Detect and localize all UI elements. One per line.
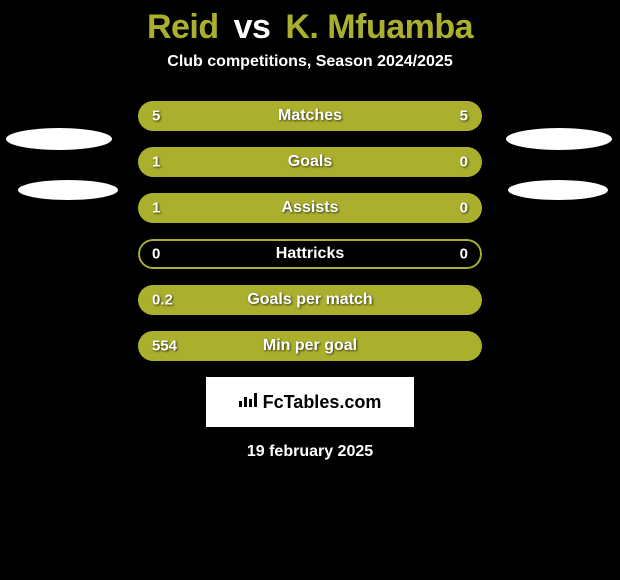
- bar-fill-left: [138, 193, 403, 223]
- stat-bar-min-per-goal: 554 Min per goal: [138, 331, 482, 361]
- bar-value-left: 1: [152, 200, 160, 217]
- bar-value-right: 0: [460, 246, 468, 263]
- bar-label: Goals per match: [247, 291, 372, 309]
- player1-avatar-placeholder-top: [6, 128, 112, 150]
- watermark-text: FcTables.com: [263, 392, 382, 413]
- bar-value-right: 0: [460, 200, 468, 217]
- bar-value-right: 0: [460, 154, 468, 171]
- player2-name: K. Mfuamba: [285, 8, 473, 46]
- stat-bar-goals-per-match: 0.2 Goals per match: [138, 285, 482, 315]
- vs-text: vs: [234, 8, 271, 46]
- player1-name: Reid: [147, 8, 219, 46]
- player2-avatar-placeholder-top: [506, 128, 612, 150]
- stats-bars-container: 5 5 Matches 1 0 Goals 1 0 Assists 0 0 Hattricks 0.2 G…: [138, 101, 482, 361]
- chart-icon: [239, 393, 257, 412]
- bar-value-left: 0: [152, 246, 160, 263]
- bar-value-left: 1: [152, 154, 160, 171]
- player2-avatar-placeholder-bottom: [508, 180, 608, 200]
- bar-value-left: 0.2: [152, 292, 173, 309]
- fctables-watermark: FcTables.com: [206, 377, 414, 427]
- bar-label: Min per goal: [263, 337, 357, 355]
- bar-fill-right: [403, 147, 482, 177]
- player1-avatar-placeholder-bottom: [18, 180, 118, 200]
- stat-bar-assists: 1 0 Assists: [138, 193, 482, 223]
- bar-value-left: 554: [152, 338, 177, 355]
- date-text: 19 february 2025: [0, 443, 620, 461]
- season-subtitle: Club competitions, Season 2024/2025: [0, 53, 620, 71]
- stat-bar-matches: 5 5 Matches: [138, 101, 482, 131]
- comparison-title: Reid vs K. Mfuamba: [0, 0, 620, 53]
- bar-fill-right: [403, 193, 482, 223]
- bar-label: Assists: [282, 199, 339, 217]
- stat-bar-goals: 1 0 Goals: [138, 147, 482, 177]
- bar-label: Matches: [278, 107, 342, 125]
- bar-value-left: 5: [152, 108, 160, 125]
- bar-value-right: 5: [460, 108, 468, 125]
- bar-label: Hattricks: [276, 245, 344, 263]
- stat-bar-hattricks: 0 0 Hattricks: [138, 239, 482, 269]
- bar-label: Goals: [288, 153, 332, 171]
- bar-fill-left: [138, 147, 403, 177]
